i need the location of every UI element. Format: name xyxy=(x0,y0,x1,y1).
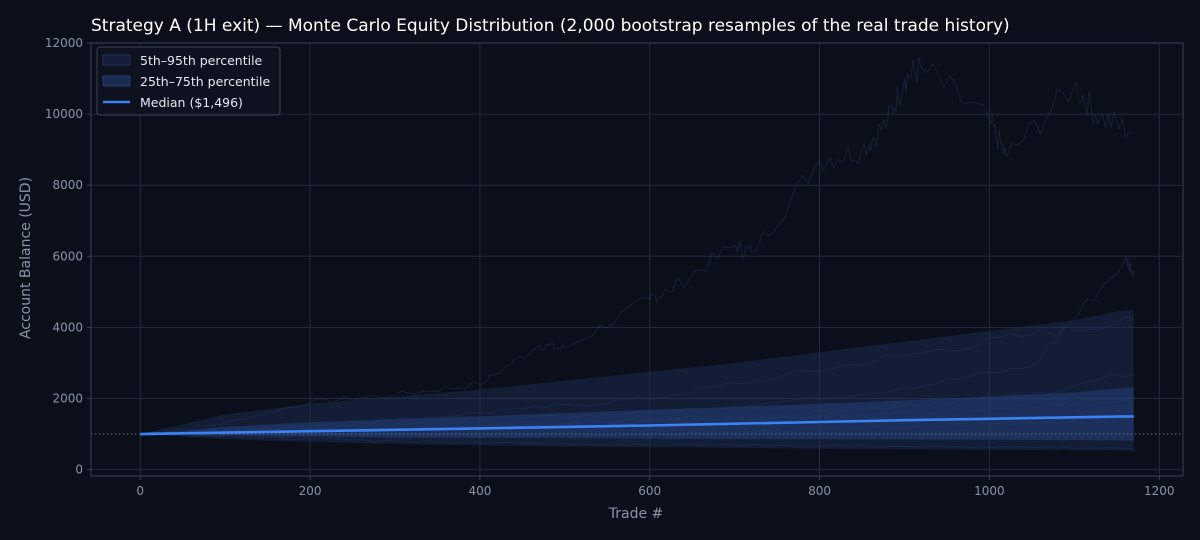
legend-swatch-outer-band xyxy=(102,54,131,66)
x-tick-label: 1200 xyxy=(1144,484,1175,498)
band-25-75-percentile xyxy=(140,387,1134,441)
x-tick-label: 1000 xyxy=(974,484,1005,498)
legend-label-outer-band: 5th–95th percentile xyxy=(140,53,263,68)
x-axis-label: Trade # xyxy=(608,506,664,522)
legend-label-median: Median ($1,496) xyxy=(140,95,243,110)
axes xyxy=(87,42,1184,480)
y-axis-label: Account Balance (USD) xyxy=(18,177,34,339)
legend: 5th–95th percentile 25th–75th percentile… xyxy=(96,46,281,116)
y-tick-label: 10000 xyxy=(45,107,83,121)
percentile-bands xyxy=(140,309,1134,451)
sample-path xyxy=(140,56,1134,435)
tick-labels: 0 200 400 600 800 1000 12000200040006000800010… xyxy=(45,36,1175,498)
legend-swatch-inner-band xyxy=(102,75,131,87)
x-tick-label: 400 xyxy=(468,484,491,498)
sample-path xyxy=(140,432,1134,450)
legend-label-inner-band: 25th–75th percentile xyxy=(140,74,271,89)
plot-frame xyxy=(90,42,1184,477)
y-tick-label: 4000 xyxy=(52,320,83,334)
x-tick-label: 800 xyxy=(808,484,831,498)
y-tick-label: 6000 xyxy=(52,249,83,263)
y-tick-label: 2000 xyxy=(52,392,83,406)
chart-title: Strategy A (1H exit) — Monte Carlo Equit… xyxy=(91,16,1010,36)
x-tick-label: 600 xyxy=(638,484,661,498)
legend-box xyxy=(96,46,281,116)
x-tick-label: 200 xyxy=(299,484,322,498)
median-line xyxy=(140,415,1134,436)
y-tick-label: 8000 xyxy=(52,178,83,192)
y-tick-label: 12000 xyxy=(45,36,83,50)
median-series xyxy=(91,415,1183,436)
y-tick-label: 0 xyxy=(75,463,83,477)
x-tick-label: 0 xyxy=(136,484,144,498)
